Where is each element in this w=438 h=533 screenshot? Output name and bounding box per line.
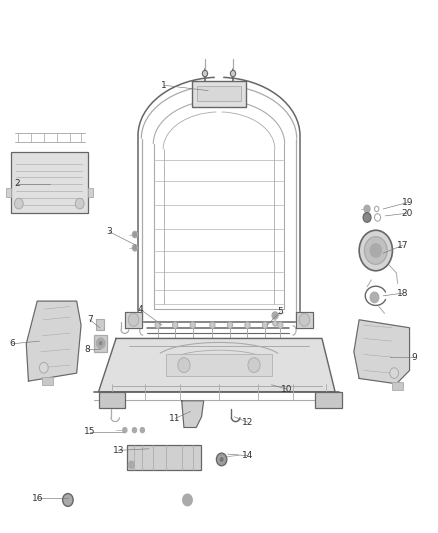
Circle shape bbox=[140, 427, 145, 433]
Circle shape bbox=[230, 70, 236, 77]
Circle shape bbox=[132, 427, 137, 433]
Text: 11: 11 bbox=[170, 414, 181, 423]
Circle shape bbox=[155, 322, 160, 328]
Text: 13: 13 bbox=[113, 446, 124, 455]
Bar bbox=[96, 319, 104, 330]
Circle shape bbox=[248, 358, 260, 373]
Text: 18: 18 bbox=[397, 289, 409, 297]
Circle shape bbox=[96, 338, 105, 349]
Circle shape bbox=[273, 321, 277, 326]
Circle shape bbox=[178, 358, 190, 373]
Bar bbox=[42, 377, 53, 385]
Circle shape bbox=[364, 205, 370, 213]
Polygon shape bbox=[296, 312, 313, 328]
Circle shape bbox=[245, 322, 250, 328]
Circle shape bbox=[75, 198, 84, 209]
Text: 15: 15 bbox=[84, 427, 95, 436]
Circle shape bbox=[363, 213, 371, 222]
Circle shape bbox=[210, 322, 215, 328]
Circle shape bbox=[128, 461, 134, 469]
Circle shape bbox=[202, 70, 208, 77]
Bar bbox=[6, 188, 11, 197]
Text: 1: 1 bbox=[161, 81, 167, 90]
Bar bbox=[99, 392, 125, 408]
Text: 3: 3 bbox=[106, 228, 113, 236]
Bar bbox=[127, 445, 201, 470]
Bar bbox=[166, 354, 272, 376]
Bar bbox=[315, 392, 342, 408]
Circle shape bbox=[359, 230, 392, 271]
Circle shape bbox=[183, 494, 192, 506]
Bar bbox=[197, 86, 241, 101]
Bar bbox=[192, 81, 246, 107]
Circle shape bbox=[370, 292, 379, 303]
Circle shape bbox=[299, 313, 310, 326]
Circle shape bbox=[278, 322, 283, 328]
Circle shape bbox=[216, 453, 227, 466]
Text: 16: 16 bbox=[32, 494, 43, 503]
Circle shape bbox=[132, 245, 138, 251]
Text: 12: 12 bbox=[242, 418, 253, 426]
Text: 14: 14 bbox=[242, 451, 253, 460]
Bar bbox=[392, 382, 403, 390]
Polygon shape bbox=[125, 312, 142, 328]
Circle shape bbox=[99, 341, 103, 346]
Circle shape bbox=[227, 322, 233, 328]
Polygon shape bbox=[182, 401, 204, 427]
Bar bbox=[11, 152, 88, 213]
Text: 5: 5 bbox=[277, 308, 283, 316]
Polygon shape bbox=[354, 320, 410, 384]
Circle shape bbox=[390, 368, 399, 378]
Circle shape bbox=[370, 244, 381, 257]
Bar bbox=[94, 335, 107, 352]
Text: 7: 7 bbox=[87, 316, 93, 324]
Text: 20: 20 bbox=[402, 209, 413, 217]
Text: 19: 19 bbox=[402, 198, 413, 207]
Text: 2: 2 bbox=[15, 180, 20, 188]
Text: 17: 17 bbox=[397, 241, 409, 249]
Circle shape bbox=[219, 456, 224, 463]
Text: 4: 4 bbox=[138, 305, 143, 313]
Polygon shape bbox=[26, 301, 81, 381]
Circle shape bbox=[262, 322, 268, 328]
Circle shape bbox=[39, 362, 48, 373]
Text: 10: 10 bbox=[281, 385, 293, 393]
Circle shape bbox=[14, 198, 23, 209]
Polygon shape bbox=[99, 338, 335, 392]
Circle shape bbox=[173, 322, 178, 328]
Circle shape bbox=[128, 313, 139, 326]
Circle shape bbox=[364, 237, 387, 264]
Circle shape bbox=[123, 427, 127, 433]
Text: 9: 9 bbox=[411, 353, 417, 361]
Text: 8: 8 bbox=[85, 345, 91, 353]
Circle shape bbox=[272, 312, 278, 319]
Text: 6: 6 bbox=[9, 340, 15, 348]
Bar bbox=[88, 188, 93, 197]
Circle shape bbox=[190, 322, 195, 328]
Circle shape bbox=[63, 494, 73, 506]
Circle shape bbox=[132, 231, 138, 238]
